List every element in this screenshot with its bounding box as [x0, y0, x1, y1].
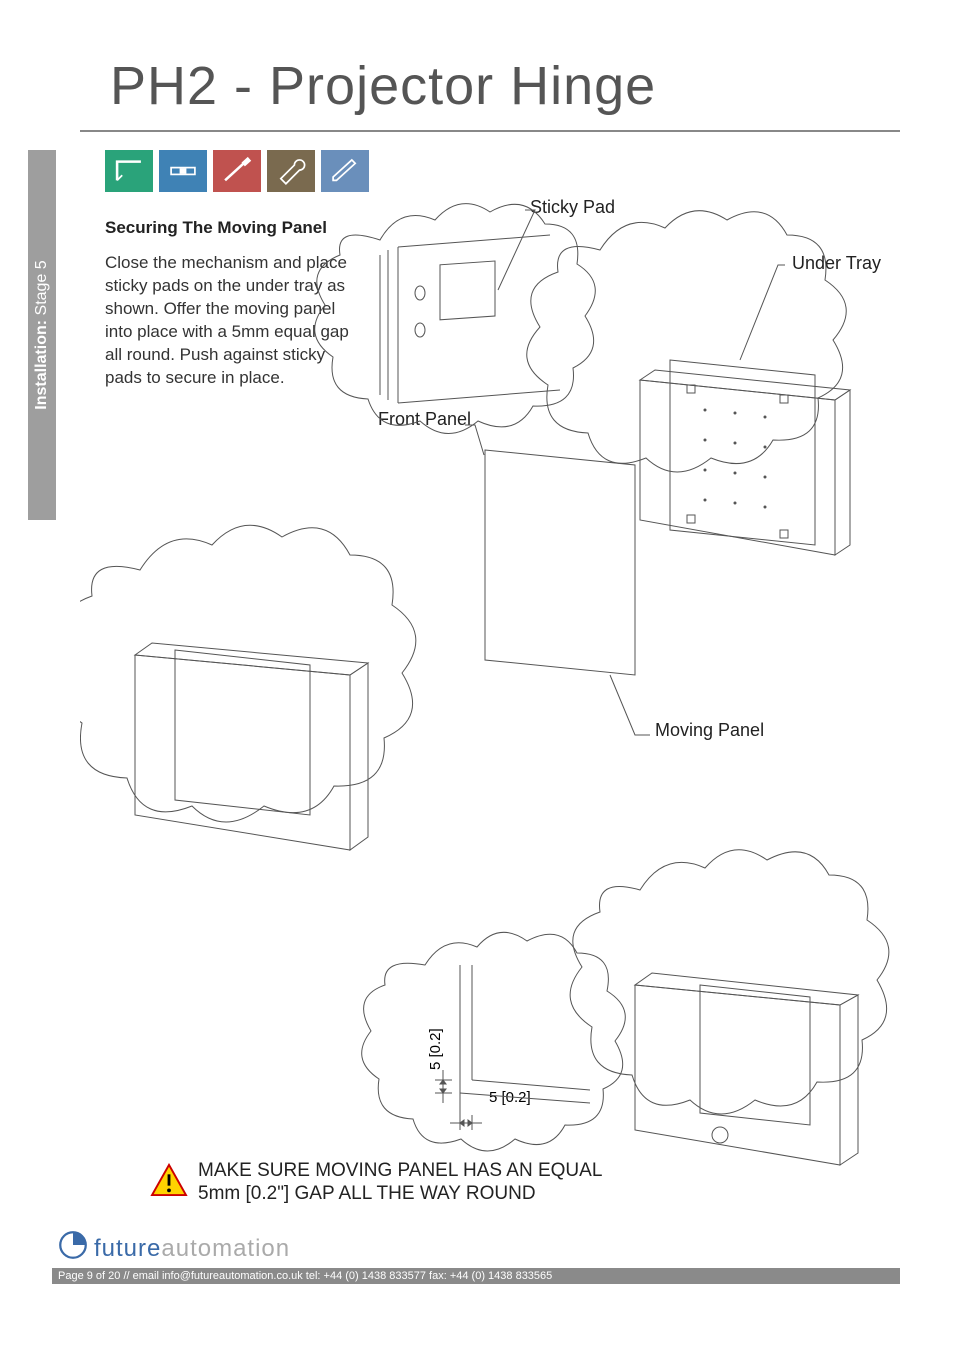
page-title: PH2 - Projector Hinge — [110, 55, 656, 117]
tool-level-icon — [159, 150, 207, 192]
tool-wrench-icon — [267, 150, 315, 192]
tool-square-icon — [105, 150, 153, 192]
side-tab: Installation: Stage 5 — [28, 150, 56, 520]
brand-logo: futureautomation — [58, 1230, 290, 1267]
footer-bar: Page 9 of 20 // email info@futureautomat… — [52, 1268, 900, 1284]
warning-icon — [150, 1163, 188, 1202]
logo-text-2: automation — [161, 1235, 290, 1262]
warning-line1: MAKE SURE MOVING PANEL HAS AN EQUAL — [198, 1160, 602, 1183]
warning-row: MAKE SURE MOVING PANEL HAS AN EQUAL 5mm … — [150, 1160, 602, 1206]
warning-line2: 5mm [0.2"] GAP ALL THE WAY ROUND — [198, 1183, 602, 1206]
side-tab-rest: Stage 5 — [33, 260, 50, 320]
side-tab-label: Installation: Stage 5 — [33, 260, 51, 409]
logo-icon — [58, 1230, 88, 1267]
title-rule — [80, 130, 900, 132]
tool-row — [105, 150, 369, 192]
footer-text: Page 9 of 20 // email info@futureautomat… — [58, 1270, 552, 1282]
tool-screwdriver-icon — [213, 150, 261, 192]
logo-text-1: future — [94, 1235, 161, 1262]
diagram — [80, 195, 900, 1195]
warning-text: MAKE SURE MOVING PANEL HAS AN EQUAL 5mm … — [198, 1160, 602, 1206]
side-tab-bold: Installation: — [33, 320, 50, 410]
tool-pencil-icon — [321, 150, 369, 192]
